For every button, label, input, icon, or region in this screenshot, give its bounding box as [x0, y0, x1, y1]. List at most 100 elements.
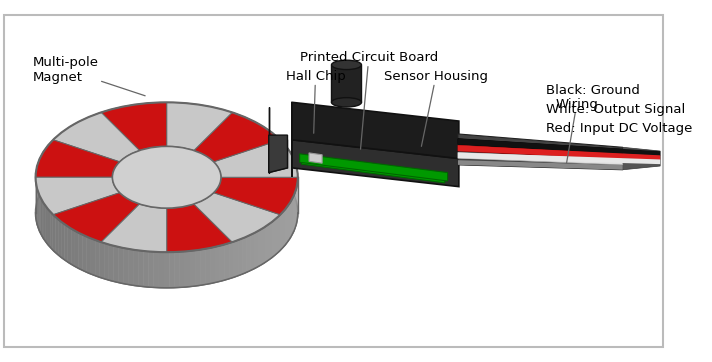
Polygon shape [91, 239, 95, 275]
Polygon shape [143, 251, 149, 287]
Polygon shape [123, 248, 128, 285]
Polygon shape [215, 246, 220, 282]
Polygon shape [238, 239, 243, 275]
Polygon shape [130, 200, 134, 237]
Polygon shape [292, 102, 459, 159]
Polygon shape [458, 145, 660, 160]
Polygon shape [255, 231, 258, 268]
Polygon shape [292, 140, 459, 187]
Text: Printed Circuit Board: Printed Circuit Board [300, 51, 438, 149]
Polygon shape [56, 217, 58, 255]
Polygon shape [268, 140, 288, 173]
Polygon shape [128, 249, 133, 285]
Polygon shape [205, 198, 208, 235]
Polygon shape [458, 152, 623, 165]
Polygon shape [153, 207, 157, 243]
Polygon shape [295, 189, 296, 228]
Polygon shape [118, 247, 123, 283]
Polygon shape [458, 152, 660, 164]
Polygon shape [75, 231, 79, 268]
Polygon shape [187, 205, 191, 241]
Polygon shape [293, 195, 294, 233]
Polygon shape [141, 205, 145, 241]
Polygon shape [101, 204, 167, 252]
Polygon shape [234, 240, 238, 277]
Polygon shape [87, 237, 91, 274]
Polygon shape [269, 222, 272, 260]
Polygon shape [229, 241, 234, 279]
Ellipse shape [112, 146, 221, 208]
Polygon shape [113, 184, 115, 221]
Polygon shape [290, 201, 291, 239]
Polygon shape [41, 198, 42, 236]
Polygon shape [71, 229, 75, 266]
Polygon shape [309, 153, 322, 163]
Polygon shape [268, 135, 288, 173]
Polygon shape [162, 208, 166, 244]
Polygon shape [127, 198, 130, 236]
Polygon shape [205, 248, 210, 285]
Polygon shape [68, 226, 71, 264]
Polygon shape [37, 189, 38, 228]
Polygon shape [200, 249, 205, 285]
Polygon shape [198, 201, 201, 238]
Polygon shape [115, 186, 116, 224]
Polygon shape [46, 206, 48, 245]
Polygon shape [623, 147, 660, 170]
Polygon shape [185, 251, 190, 287]
Polygon shape [296, 186, 297, 225]
Polygon shape [195, 250, 200, 286]
Polygon shape [262, 226, 266, 264]
Polygon shape [61, 222, 64, 260]
Polygon shape [149, 252, 154, 287]
Polygon shape [39, 195, 41, 233]
Polygon shape [224, 243, 229, 280]
Polygon shape [183, 206, 187, 243]
Polygon shape [53, 214, 56, 252]
Polygon shape [332, 65, 362, 102]
Polygon shape [125, 197, 127, 234]
Polygon shape [266, 224, 269, 262]
Polygon shape [190, 251, 195, 287]
Polygon shape [42, 201, 44, 239]
Text: Multi-pole
Magnet: Multi-pole Magnet [33, 55, 145, 96]
Polygon shape [281, 212, 283, 250]
Polygon shape [79, 233, 83, 270]
Polygon shape [458, 139, 623, 155]
Polygon shape [117, 190, 120, 228]
Polygon shape [53, 193, 140, 242]
Polygon shape [169, 252, 174, 288]
Polygon shape [44, 203, 46, 242]
Polygon shape [286, 206, 288, 245]
Polygon shape [38, 192, 39, 231]
Polygon shape [251, 233, 255, 270]
Polygon shape [220, 244, 224, 281]
Polygon shape [51, 212, 53, 250]
Polygon shape [288, 203, 290, 242]
Polygon shape [458, 134, 623, 170]
Polygon shape [214, 140, 298, 177]
Polygon shape [275, 217, 278, 255]
Polygon shape [104, 243, 109, 280]
Polygon shape [133, 250, 138, 286]
Polygon shape [53, 112, 140, 162]
Polygon shape [458, 160, 623, 170]
Polygon shape [278, 214, 281, 252]
Polygon shape [145, 206, 149, 242]
Polygon shape [48, 209, 51, 247]
Polygon shape [194, 202, 198, 239]
Polygon shape [179, 207, 183, 243]
Polygon shape [246, 235, 251, 272]
Ellipse shape [332, 60, 362, 70]
Polygon shape [458, 145, 623, 160]
Polygon shape [210, 194, 213, 231]
Polygon shape [214, 177, 298, 215]
Polygon shape [243, 237, 246, 274]
Polygon shape [283, 209, 286, 247]
Polygon shape [194, 112, 281, 162]
Polygon shape [215, 189, 216, 227]
Text: Sensor Housing: Sensor Housing [384, 70, 488, 146]
Polygon shape [210, 247, 215, 283]
Polygon shape [36, 186, 37, 225]
Polygon shape [174, 252, 179, 288]
